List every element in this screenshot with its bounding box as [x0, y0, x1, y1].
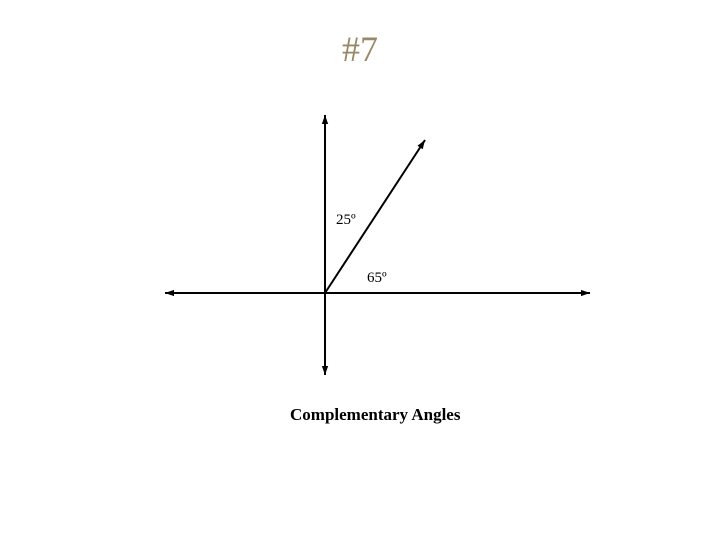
angle-diagram: [0, 0, 720, 540]
angle-25-label: 25º: [336, 212, 356, 229]
caption: Complementary Angles: [290, 405, 460, 425]
angle-65-label: 65º: [367, 270, 387, 287]
